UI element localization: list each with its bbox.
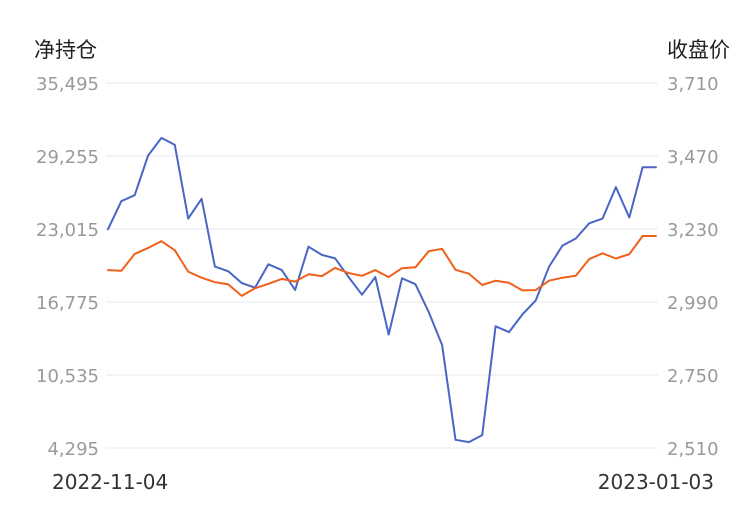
left-axis-ticks: 35,495 29,255 23,015 16,775 10,535 4,295 [36,74,99,460]
net-position-line [107,136,657,444]
left-tick-label: 29,255 [36,147,99,168]
left-tick-label: 23,015 [36,220,99,241]
right-tick-label: 3,470 [667,147,719,168]
right-axis-ticks: 3,710 3,470 3,230 2,990 2,750 2,510 [667,74,719,460]
close-price-line [107,235,657,297]
right-tick-label: 2,510 [667,439,719,460]
right-tick-label: 2,990 [667,293,719,314]
right-axis-title: 收盘价 [667,38,730,62]
left-axis-title: 净持仓 [34,38,97,62]
right-tick-label: 2,750 [667,366,719,387]
left-tick-label: 35,495 [36,74,99,95]
left-tick-label: 4,295 [47,439,99,460]
right-tick-label: 3,710 [667,74,719,95]
series-lines [107,136,657,444]
right-tick-label: 3,230 [667,220,719,241]
x-label-end: 2023-01-03 [598,470,714,494]
x-label-start: 2022-11-04 [52,470,168,494]
left-tick-label: 16,775 [36,293,99,314]
left-tick-label: 10,535 [36,366,99,387]
grid [106,82,658,449]
